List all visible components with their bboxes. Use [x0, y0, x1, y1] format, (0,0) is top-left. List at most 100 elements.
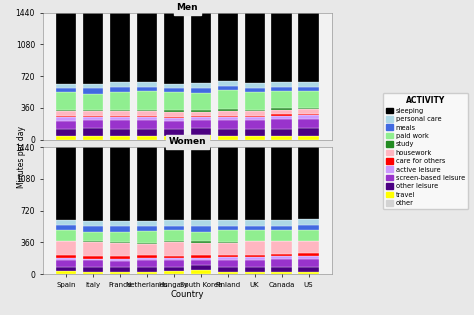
Bar: [299, 272, 319, 274]
Bar: [109, 221, 130, 226]
Bar: [56, 260, 76, 266]
Bar: [218, 116, 238, 117]
Bar: [56, 83, 76, 88]
Bar: [164, 260, 184, 266]
Bar: [218, 267, 238, 272]
Bar: [56, 92, 76, 110]
Bar: [56, 136, 76, 140]
Bar: [218, 111, 238, 116]
Bar: [137, 267, 157, 272]
Bar: [137, 82, 157, 87]
Bar: [245, 136, 265, 140]
Bar: [218, 13, 238, 81]
Bar: [299, 230, 319, 241]
Bar: [83, 267, 103, 272]
Bar: [109, 243, 130, 256]
Bar: [218, 120, 238, 129]
Bar: [83, 261, 103, 267]
Bar: [83, 111, 103, 116]
Bar: [164, 92, 184, 111]
Bar: [109, 261, 130, 267]
Bar: [245, 88, 265, 92]
Bar: [245, 13, 265, 83]
Bar: [56, 129, 76, 136]
Bar: [299, 256, 319, 259]
Bar: [191, 241, 211, 243]
Bar: [109, 136, 130, 140]
Bar: [299, 87, 319, 91]
Bar: [191, 116, 211, 117]
Bar: [164, 258, 184, 260]
Bar: [109, 13, 130, 82]
Bar: [191, 258, 211, 260]
Bar: [272, 254, 292, 256]
Bar: [164, 118, 184, 121]
Title: Men: Men: [176, 3, 198, 12]
Bar: [56, 272, 76, 274]
Bar: [299, 82, 319, 87]
Bar: [272, 91, 292, 108]
Bar: [299, 146, 319, 220]
Bar: [109, 120, 130, 129]
Bar: [137, 272, 157, 274]
Bar: [218, 109, 238, 111]
Bar: [299, 108, 319, 109]
Bar: [164, 220, 184, 226]
Bar: [83, 232, 103, 241]
Bar: [164, 129, 184, 136]
Bar: [245, 110, 265, 111]
Bar: [164, 242, 184, 255]
Bar: [245, 220, 265, 226]
Bar: [109, 267, 130, 272]
Bar: [83, 110, 103, 111]
Bar: [218, 260, 238, 267]
Bar: [137, 116, 157, 117]
Bar: [272, 220, 292, 226]
Bar: [272, 108, 292, 110]
Bar: [272, 256, 292, 259]
Bar: [109, 259, 130, 261]
Bar: [272, 146, 292, 220]
Bar: [245, 257, 265, 260]
Bar: [109, 82, 130, 87]
Bar: [164, 272, 184, 274]
Bar: [218, 117, 238, 120]
Bar: [191, 260, 211, 265]
Bar: [109, 226, 130, 232]
Bar: [245, 255, 265, 257]
Bar: [191, 226, 211, 232]
Bar: [218, 90, 238, 109]
Bar: [137, 221, 157, 226]
Bar: [299, 220, 319, 225]
Bar: [299, 13, 319, 82]
Bar: [272, 226, 292, 230]
Bar: [137, 111, 157, 116]
Bar: [83, 89, 103, 94]
Bar: [56, 13, 76, 83]
Bar: [299, 115, 319, 119]
Bar: [272, 87, 292, 91]
Bar: [137, 231, 157, 243]
Bar: [191, 232, 211, 241]
Bar: [83, 84, 103, 89]
Bar: [137, 258, 157, 261]
Bar: [299, 266, 319, 272]
Bar: [245, 241, 265, 255]
Bar: [191, 93, 211, 110]
Bar: [218, 136, 238, 140]
Bar: [218, 243, 238, 255]
Bar: [109, 111, 130, 116]
Bar: [218, 129, 238, 136]
Bar: [164, 121, 184, 129]
Bar: [83, 128, 103, 135]
Bar: [191, 255, 211, 258]
Bar: [245, 92, 265, 110]
Bar: [218, 147, 238, 220]
Bar: [191, 88, 211, 93]
Bar: [245, 146, 265, 220]
Bar: [191, 135, 211, 140]
Bar: [164, 89, 184, 92]
Bar: [109, 87, 130, 92]
Bar: [218, 257, 238, 260]
Bar: [272, 116, 292, 119]
